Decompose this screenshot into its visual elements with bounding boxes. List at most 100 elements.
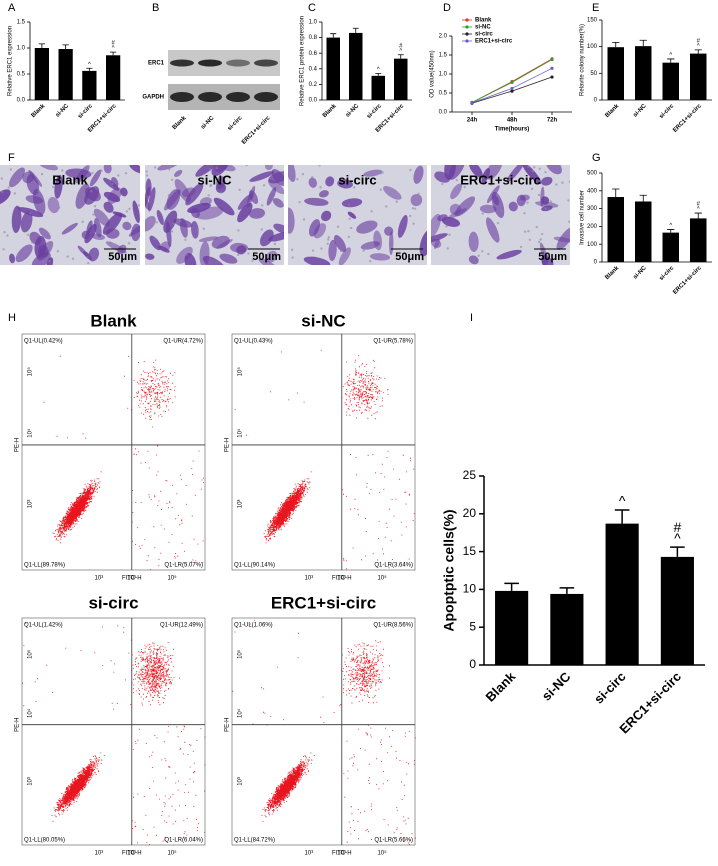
pore <box>196 229 199 232</box>
cell <box>47 196 60 214</box>
quadrant-label: Q1-LL(80.05%) <box>24 838 65 844</box>
cell <box>145 216 156 232</box>
pore <box>528 238 532 241</box>
panel-letter: D <box>443 2 451 14</box>
pore <box>298 200 301 204</box>
y-tick-label: 20 <box>463 506 477 520</box>
y-tick-label: 150 <box>587 18 598 24</box>
cell <box>441 216 461 227</box>
y-tick-label: 1.0 <box>309 20 318 26</box>
pore <box>20 172 23 175</box>
cell <box>468 255 479 265</box>
cell <box>37 240 54 261</box>
pore <box>86 261 90 265</box>
pore <box>445 225 448 228</box>
point <box>510 80 514 84</box>
pore <box>262 184 266 187</box>
cell <box>15 244 33 263</box>
pore <box>416 197 419 200</box>
error-bar <box>62 44 69 50</box>
cell <box>266 187 277 206</box>
pore <box>362 249 365 252</box>
significance-mark: # <box>399 43 403 49</box>
flow-title: Blank <box>90 311 137 330</box>
cell <box>265 165 273 171</box>
pore <box>90 190 93 193</box>
event-dots <box>234 349 415 570</box>
cell <box>479 204 497 214</box>
x-axis-label: Time(hours) <box>495 127 530 133</box>
pore <box>481 250 484 253</box>
y-tick-label: 200 <box>587 224 598 230</box>
pore <box>26 233 30 236</box>
x-tick-label: si-circ <box>659 265 676 282</box>
y-axis-label: Relavite colony number(%) <box>580 24 586 96</box>
pore <box>500 209 503 213</box>
bar <box>607 197 624 262</box>
significance-mark: ^ <box>619 493 626 509</box>
pore <box>178 219 182 223</box>
plot-frame <box>231 617 416 846</box>
cell <box>0 189 11 206</box>
cell <box>145 253 155 260</box>
significance-mark: ^ <box>112 46 115 52</box>
x-tick-label: 10⁵ <box>377 575 387 582</box>
legend-label: ERC1+si-circ <box>475 39 513 45</box>
micrograph <box>0 165 140 265</box>
blot-row-label: GAPDH <box>142 95 164 101</box>
pore <box>537 240 541 244</box>
y-tick-label: 10⁴ <box>27 708 34 718</box>
pore <box>385 205 388 208</box>
bar <box>495 590 529 665</box>
cell <box>26 174 40 196</box>
pore <box>91 171 94 175</box>
pore <box>56 249 60 253</box>
micrograph-title: si-NC <box>198 172 233 187</box>
pore <box>184 238 187 241</box>
cell <box>303 256 331 265</box>
bar <box>34 48 49 100</box>
cell <box>25 195 43 204</box>
cell <box>556 226 570 250</box>
pore <box>496 221 500 225</box>
pore <box>544 207 547 210</box>
pore <box>220 191 223 194</box>
pore <box>463 185 466 189</box>
y-tick-label: 5 <box>469 619 476 633</box>
bar <box>349 32 363 100</box>
cell <box>328 239 337 262</box>
cell <box>325 176 335 187</box>
pore <box>273 242 277 246</box>
cell <box>486 165 503 180</box>
error-bar <box>667 58 675 63</box>
lane-label: ERC1+si-circ <box>241 115 272 146</box>
x-axis-label: FITC-H <box>122 851 142 857</box>
significance-mark: # <box>697 202 701 208</box>
cell <box>182 187 196 198</box>
x-tick-label: si-NC <box>632 103 648 119</box>
cell <box>383 186 402 200</box>
cell <box>288 165 296 183</box>
pore <box>446 247 449 250</box>
cell <box>191 220 199 239</box>
pore <box>1 190 4 194</box>
scale-label: 50μm <box>538 251 567 263</box>
cell <box>397 214 408 238</box>
pore <box>3 230 6 234</box>
pore <box>145 170 148 173</box>
pore <box>526 201 529 204</box>
cell <box>384 226 394 236</box>
x-tick-label: ERC1+si-circ <box>672 265 703 296</box>
cell <box>149 235 161 251</box>
pore <box>218 175 221 179</box>
pore <box>568 220 570 223</box>
pore <box>448 233 451 236</box>
bar <box>660 556 694 665</box>
cell <box>215 165 229 173</box>
cell <box>318 190 329 198</box>
cell <box>506 165 525 183</box>
bar <box>326 37 340 100</box>
y-axis-label: PE-H <box>225 718 231 732</box>
y-tick-label: 300 <box>587 206 598 212</box>
cell <box>196 206 224 220</box>
